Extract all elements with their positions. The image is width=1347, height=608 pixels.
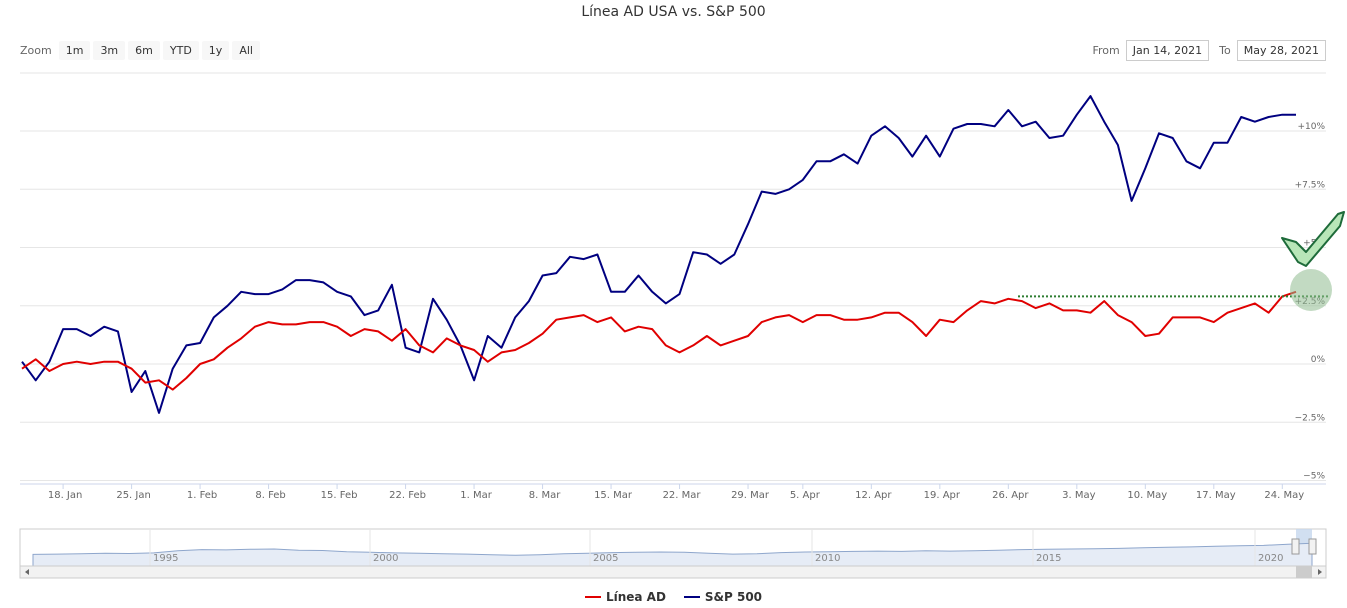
x-tick-label: 3. May [1062,490,1095,501]
x-tick-label: 29. Mar [731,490,770,501]
y-tick-label: 0% [1311,355,1326,365]
sp500-series [21,95,1296,414]
x-tick-label: 24. May [1264,490,1304,501]
x-tick-label: 22. Feb [389,490,426,501]
from-date-input[interactable]: Jan 14, 2021 [1125,40,1210,61]
navigator-year-label: 2005 [593,553,618,564]
x-tick-label: 18. Jan [48,490,83,501]
scroll-right-icon [1318,569,1322,575]
navigator-selected-range [1296,529,1312,566]
zoom-all-button[interactable]: All [232,41,260,60]
navigator-left-handle [1291,538,1300,555]
x-tick-label: 19. Apr [924,490,961,501]
y-axis-labels: +10% +7.5% +5% +2.5% 0% −2.5% −5% [1295,122,1326,482]
x-tick-label: 25. Jan [116,490,151,501]
sp500-swatch [683,596,700,598]
to-label: To [1219,44,1231,57]
chart-title: Línea AD USA vs. S&P 500 [581,4,766,20]
navigator-year-label: 2000 [373,553,398,564]
zoom-1m-button[interactable]: 1m [58,41,91,60]
y-tick-label: −5% [1303,472,1325,482]
navigator-scrollbar-thumb [1296,566,1312,578]
scroll-left-icon [25,569,29,575]
x-tick-label: 26. Apr [992,490,1029,501]
legend-item-ad-line[interactable]: Línea AD [584,590,666,604]
x-tick-label: 5. Apr [790,490,821,501]
navigator-year-label: 2010 [815,553,840,564]
legend: Línea AD S&P 500 [0,590,1347,604]
navigator: 1995 2000 2005 2010 2015 2020 [19,528,1327,579]
zoom-1y-button[interactable]: 1y [201,41,230,60]
annotation [1018,211,1345,311]
y-tick-label: +2.5% [1295,297,1326,307]
to-date-input[interactable]: May 28, 2021 [1236,40,1326,61]
x-tick-label: 15. Mar [594,490,633,501]
navigator-year-label: 2020 [1258,553,1283,564]
x-tick-label: 17. May [1196,490,1236,501]
date-range-selector: From Jan 14, 2021 To May 28, 2021 [1092,40,1326,61]
x-tick-label: 1. Feb [187,490,217,501]
x-tick-label: 15. Feb [321,490,358,501]
y-tick-label: −2.5% [1295,413,1326,423]
navigator-scrollbar [19,565,1327,579]
zoom-3m-button[interactable]: 3m [93,41,126,60]
navigator-year-label: 2015 [1036,553,1061,564]
x-tick-label: 1. Mar [460,490,492,501]
grid-lines [20,72,1326,481]
zoom-label: Zoom [20,44,52,57]
x-tick-label: 22. Mar [663,490,702,501]
x-tick-label: 8. Mar [529,490,561,501]
legend-label-sp500: S&P 500 [704,590,763,604]
x-tick-label: 8. Feb [255,490,285,501]
from-label: From [1092,44,1120,57]
ad-line-series [21,290,1297,391]
y-tick-label: +5% [1303,239,1325,249]
y-tick-label: +10% [1297,122,1325,132]
legend-label-ad-line: Línea AD [605,590,666,604]
x-tick-label: 10. May [1127,490,1167,501]
ad-line-swatch [584,596,601,598]
x-tick-label: 12. Apr [855,490,892,501]
zoom-6m-button[interactable]: 6m [128,41,160,60]
navigator-series-area [32,542,1313,567]
legend-item-sp500[interactable]: S&P 500 [683,590,763,604]
checkmark-icon [1281,211,1345,267]
zoom-ytd-button[interactable]: YTD [162,41,199,60]
navigator-year-label: 1995 [153,553,178,564]
navigator-frame [19,528,1327,567]
zoom-toolbar: Zoom 1m 3m 6m YTD 1y All [20,41,260,60]
navigator-right-handle [1308,538,1317,555]
y-tick-label: +7.5% [1295,180,1326,190]
highlight-circle [1290,269,1332,311]
series-lines [21,95,1297,414]
x-axis-labels: 18. Jan 25. Jan 1. Feb 8. Feb 15. Feb 22. Feb… [48,484,1304,501]
